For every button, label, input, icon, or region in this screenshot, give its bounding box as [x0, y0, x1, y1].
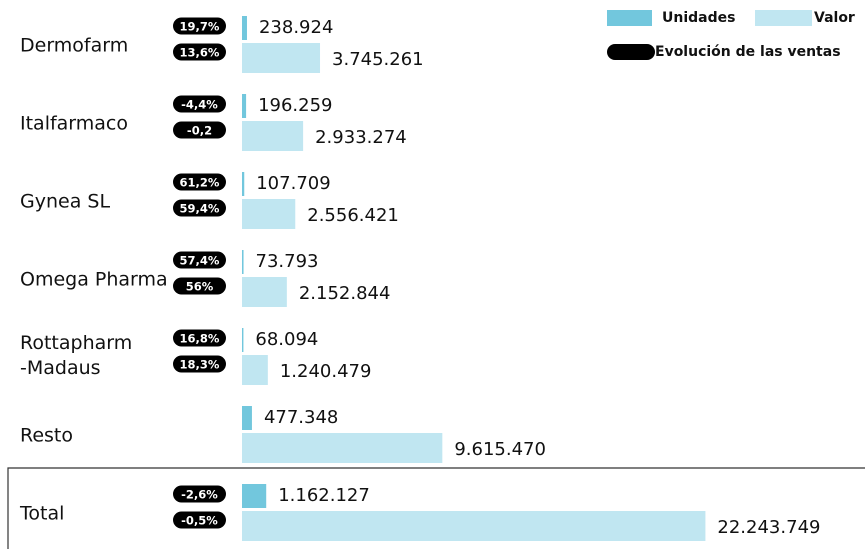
evolution-badge — [173, 251, 226, 269]
value-label: 22.243.749 — [717, 517, 820, 538]
bar — [242, 172, 245, 196]
bar — [242, 121, 304, 151]
evolution-label: 18,3% — [180, 358, 220, 372]
legend-label: Unidades — [662, 10, 735, 26]
bar — [242, 43, 321, 73]
value-label: 477.348 — [264, 407, 338, 428]
category-label: Dermofarm — [20, 35, 128, 57]
value-label: 3.745.261 — [332, 49, 424, 70]
evolution-label: 19,7% — [180, 20, 220, 34]
value-label: 1.162.127 — [278, 485, 370, 506]
evolution-label: -2,6% — [181, 488, 218, 502]
bar — [242, 199, 296, 229]
value-label: 2.933.274 — [315, 127, 407, 148]
category-label: Omega Pharma — [20, 269, 168, 291]
category-label: Rottapharm -Madaus — [20, 332, 132, 379]
bar — [242, 511, 706, 541]
bar — [242, 484, 267, 508]
legend-swatch — [755, 10, 812, 26]
bar — [242, 250, 244, 274]
value-label: 9.615.470 — [454, 439, 546, 460]
total-box — [7, 467, 865, 549]
evolution-badge — [173, 17, 226, 35]
bar — [242, 406, 252, 430]
legend-label: Valor — [814, 10, 855, 26]
evolution-badge — [173, 43, 226, 61]
evolution-label: 16,8% — [180, 332, 220, 346]
bar — [242, 433, 443, 463]
evolution-label: 13,6% — [180, 46, 220, 60]
bar — [242, 94, 247, 118]
evolution-label: -0,2 — [187, 124, 212, 138]
evolution-badge — [173, 199, 226, 217]
evolution-badge — [173, 355, 226, 373]
evolution-badge — [173, 329, 226, 347]
evolution-badge — [173, 121, 226, 139]
value-label: 107.709 — [256, 173, 330, 194]
evolution-label: 61,2% — [180, 176, 220, 190]
evolution-badge — [173, 277, 226, 295]
bar — [242, 277, 287, 307]
legend-swatch — [607, 10, 652, 26]
value-label: 196.259 — [258, 95, 332, 116]
evolution-label: 56% — [186, 280, 214, 294]
category-label: Italfarmaco — [20, 113, 128, 135]
evolution-badge — [173, 173, 226, 191]
evolution-label: 59,4% — [180, 202, 220, 216]
bar — [242, 16, 247, 40]
evolution-badge — [173, 485, 226, 503]
value-label: 238.924 — [259, 17, 333, 38]
category-label: Resto — [20, 425, 73, 447]
value-label: 68.094 — [255, 329, 318, 350]
evolution-label: -0,5% — [181, 514, 218, 528]
evolution-badge — [173, 95, 226, 113]
bar — [242, 328, 244, 352]
legend-swatch — [607, 44, 655, 60]
bar — [242, 355, 268, 385]
legend-label: Evolución de las ventas — [655, 44, 841, 60]
category-label: Gynea SL — [20, 191, 110, 213]
category-label: Total — [19, 503, 64, 525]
evolution-label: 57,4% — [180, 254, 220, 268]
evolution-label: -4,4% — [181, 98, 218, 112]
value-label: 2.152.844 — [299, 283, 391, 304]
value-label: 1.240.479 — [280, 361, 372, 382]
evolution-badge — [173, 511, 226, 529]
value-label: 73.793 — [256, 251, 319, 272]
value-label: 2.556.421 — [307, 205, 399, 226]
